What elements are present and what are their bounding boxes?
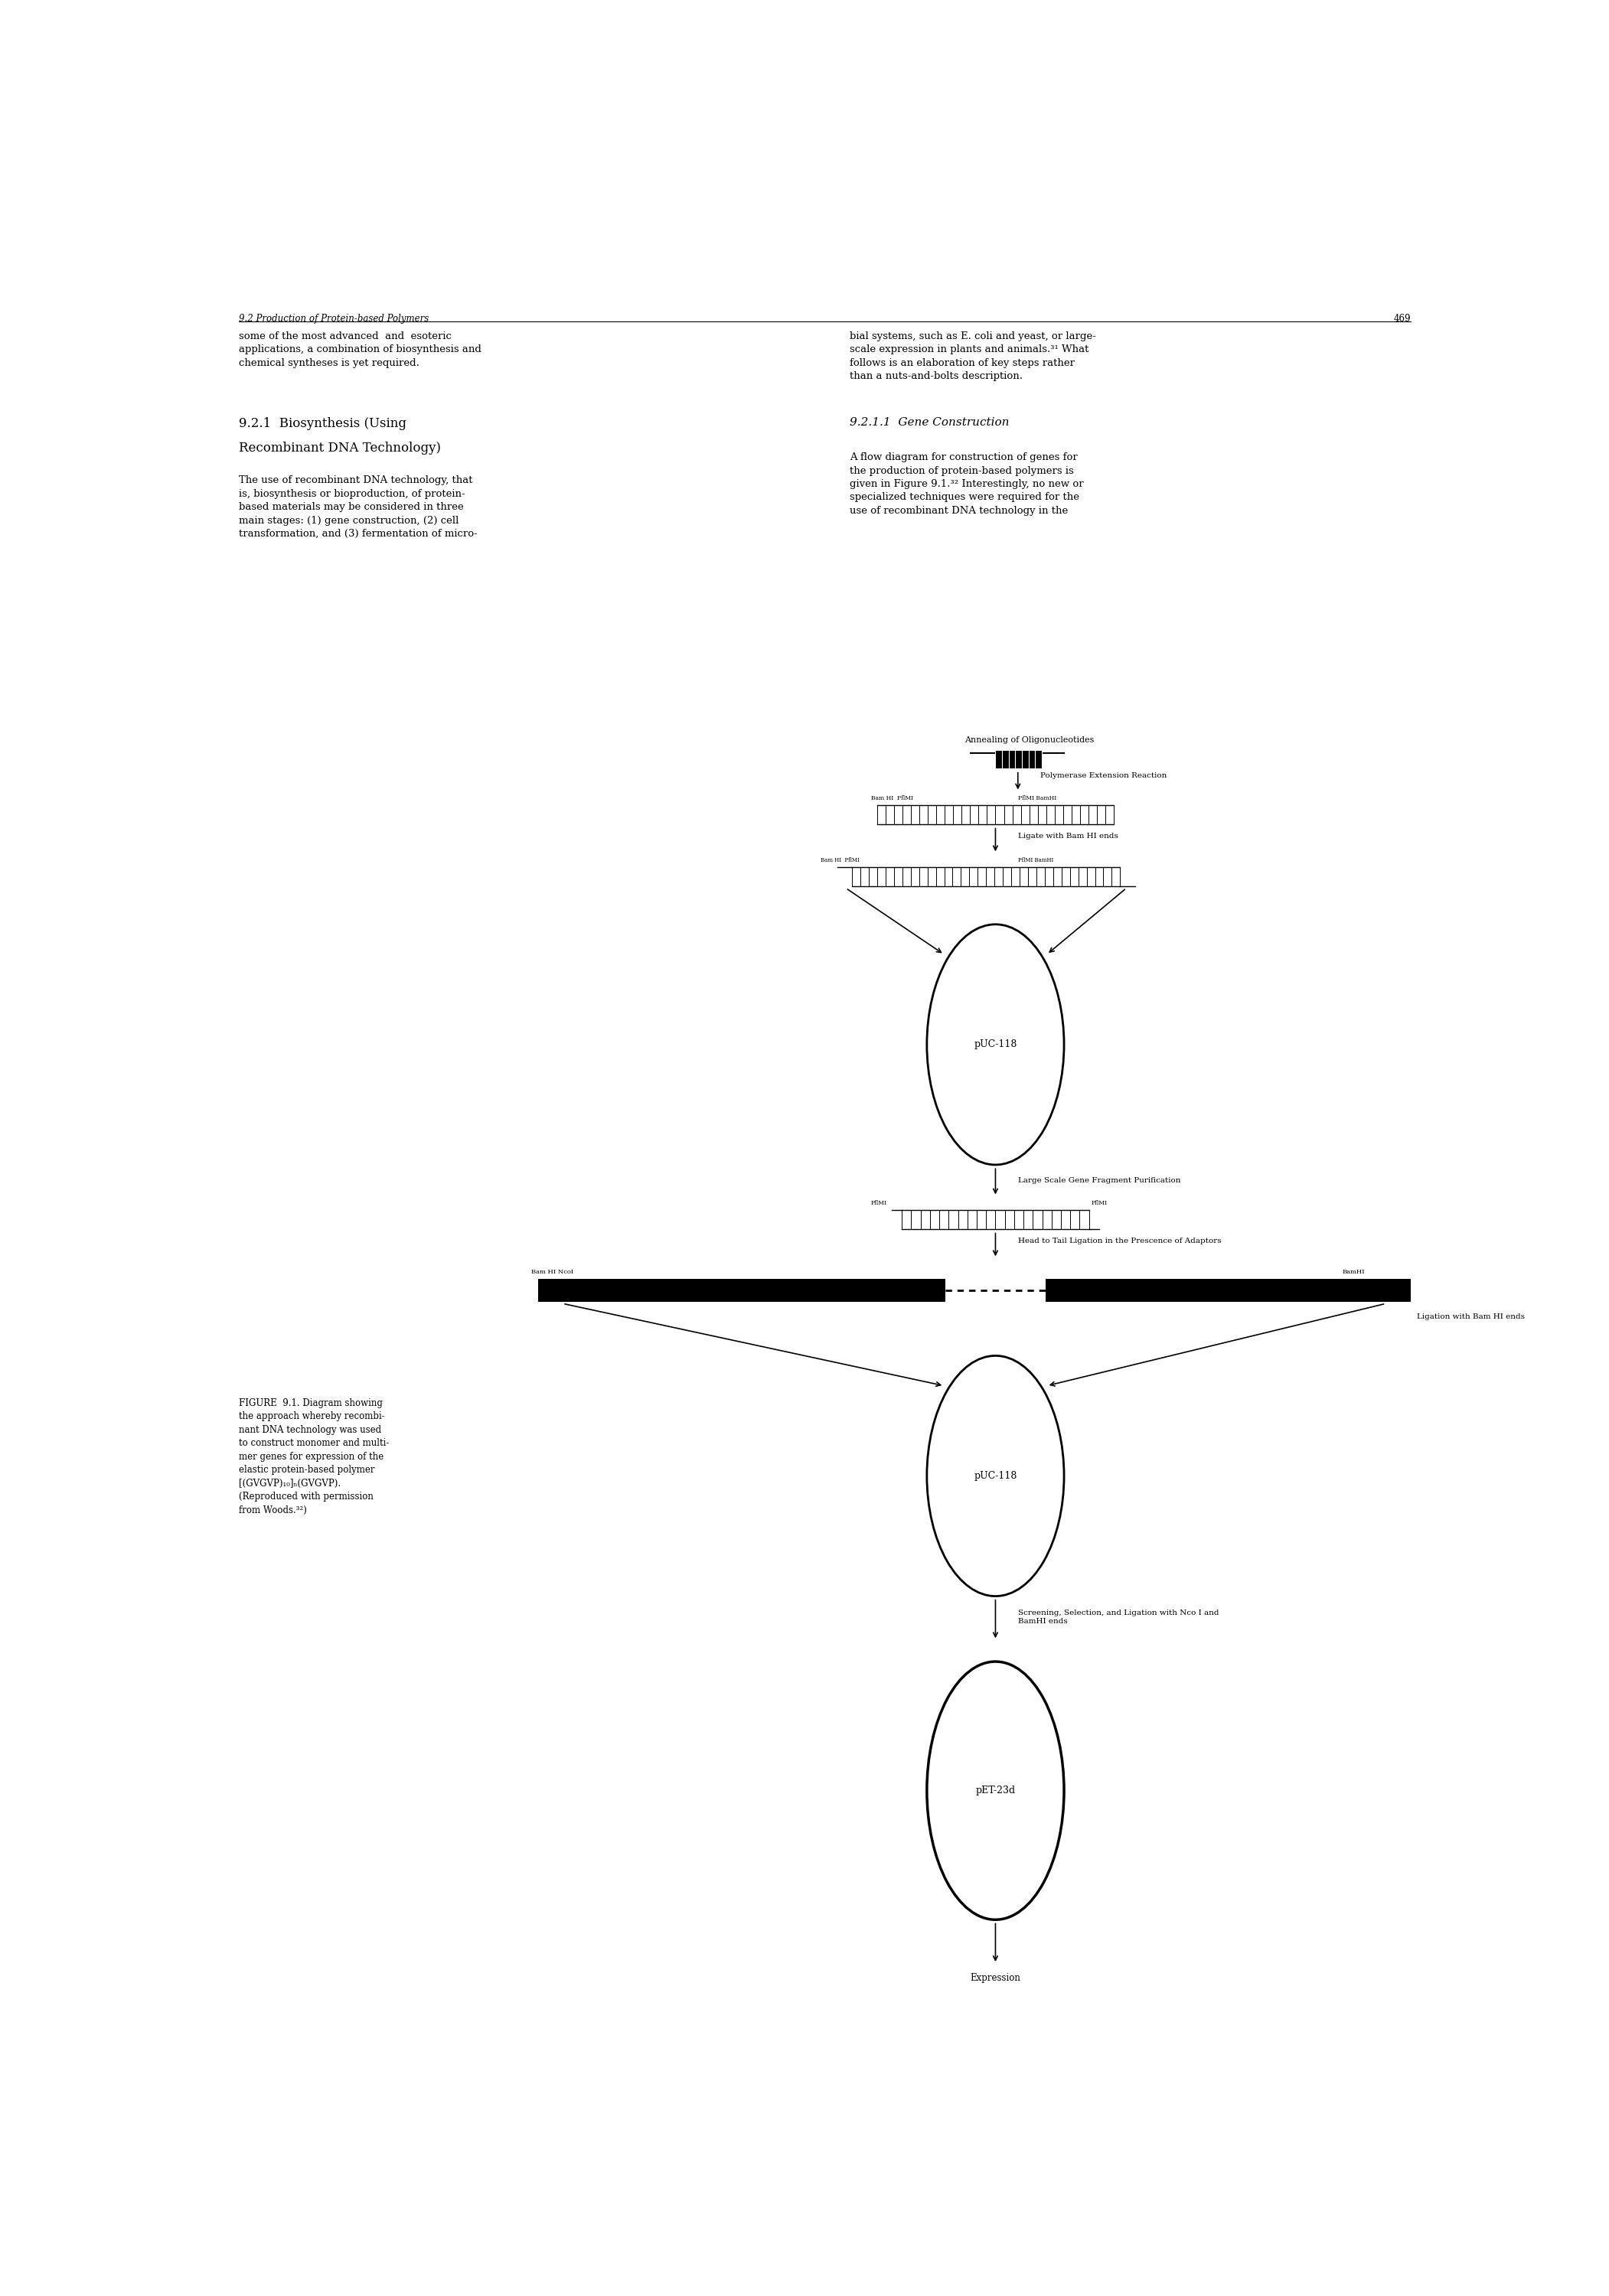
- Text: PflMI BamHI: PflMI BamHI: [1018, 794, 1057, 801]
- Text: Recombinant DNA Technology): Recombinant DNA Technology): [238, 441, 441, 455]
- Text: Bam HI  PflMI: Bam HI PflMI: [870, 794, 912, 801]
- Text: Annealing of Oligonucleotides: Annealing of Oligonucleotides: [964, 737, 1094, 744]
- Text: PflMI BamHI: PflMI BamHI: [1018, 856, 1054, 863]
- Text: Head to Tail Ligation in the Prescence of Adaptors: Head to Tail Ligation in the Prescence o…: [1018, 1238, 1221, 1244]
- Text: pET-23d: pET-23d: [975, 1786, 1015, 1795]
- Text: Bam HI  PflMI: Bam HI PflMI: [821, 856, 859, 863]
- Text: pUC-118: pUC-118: [973, 1040, 1017, 1049]
- Text: FIGURE  9.1. Diagram showing
the approach whereby recombi-
nant DNA technology w: FIGURE 9.1. Diagram showing the approach…: [238, 1398, 389, 1515]
- Text: A flow diagram for construction of genes for
the production of protein-based pol: A flow diagram for construction of genes…: [850, 452, 1083, 517]
- Text: Bam HI NcoI: Bam HI NcoI: [531, 1270, 574, 1274]
- Text: Polymerase Extension Reaction: Polymerase Extension Reaction: [1041, 771, 1167, 778]
- Text: Ligate with Bam HI ends: Ligate with Bam HI ends: [1018, 833, 1118, 840]
- Text: some of the most advanced  and  esoteric
applications, a combination of biosynth: some of the most advanced and esoteric a…: [238, 331, 481, 367]
- Text: bial systems, such as E. coli and yeast, or large-
scale expression in plants an: bial systems, such as E. coli and yeast,…: [850, 331, 1096, 381]
- Text: PflMI: PflMI: [870, 1201, 887, 1205]
- Text: Large Scale Gene Fragment Purification: Large Scale Gene Fragment Purification: [1018, 1178, 1181, 1185]
- Text: 469: 469: [1393, 315, 1411, 324]
- Bar: [996, 751, 1041, 769]
- Text: The use of recombinant DNA technology, that
is, biosynthesis or bioproduction, o: The use of recombinant DNA technology, t…: [238, 475, 478, 540]
- Text: Screening, Selection, and Ligation with Nco I and
BamHI ends: Screening, Selection, and Ligation with …: [1018, 1609, 1220, 1626]
- Text: 9.2.1  Biosynthesis (Using: 9.2.1 Biosynthesis (Using: [238, 418, 405, 429]
- Text: 9.2 Production of Protein-based Polymers: 9.2 Production of Protein-based Polymers: [238, 315, 428, 324]
- Text: 9.2.1.1  Gene Construction: 9.2.1.1 Gene Construction: [850, 418, 1009, 427]
- Text: pUC-118: pUC-118: [973, 1472, 1017, 1481]
- Bar: [537, 1279, 946, 1302]
- Text: PflMI: PflMI: [1091, 1201, 1107, 1205]
- Text: Ligation with Bam HI ends: Ligation with Bam HI ends: [1418, 1313, 1525, 1320]
- Bar: [1046, 1279, 1411, 1302]
- Text: Expression: Expression: [970, 1972, 1020, 1984]
- Text: BamHI: BamHI: [1342, 1270, 1364, 1274]
